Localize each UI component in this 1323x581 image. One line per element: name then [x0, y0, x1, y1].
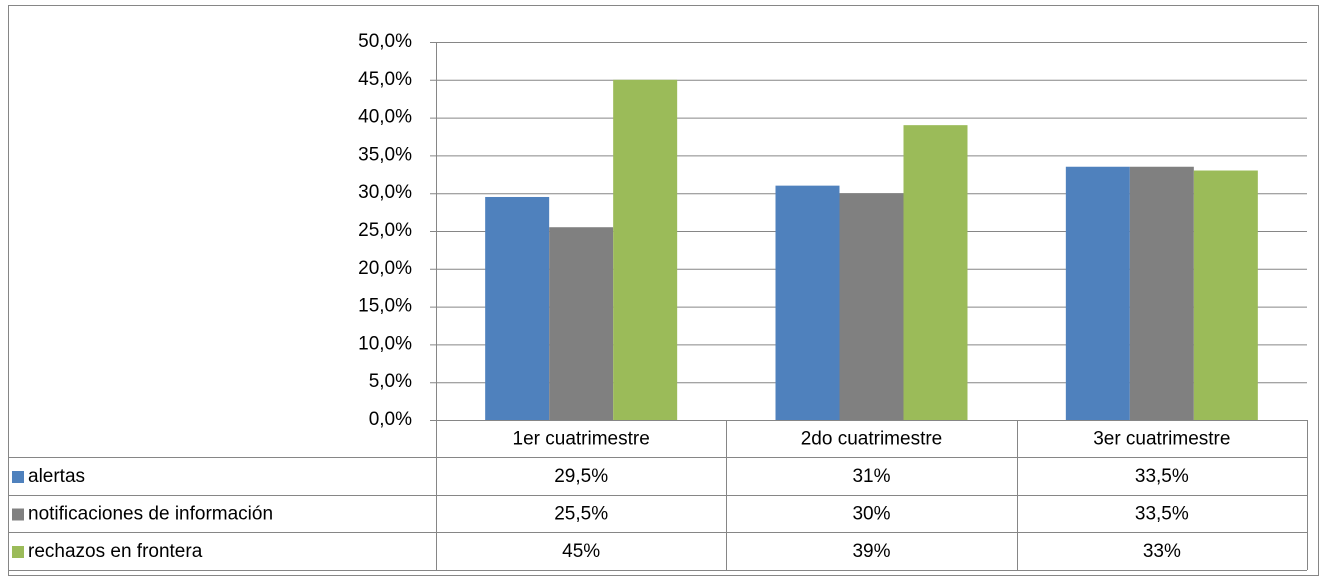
- y-tick-label: 40,0%: [358, 107, 412, 128]
- bar: [1193, 170, 1258, 420]
- bar: [1065, 166, 1130, 420]
- table-value: 45%: [562, 541, 600, 562]
- table-value: 33%: [1143, 541, 1181, 562]
- y-tick-label: 25,0%: [358, 220, 412, 241]
- bar: [839, 193, 904, 420]
- table-value: 33,5%: [1135, 504, 1189, 525]
- legend-swatch: [12, 546, 24, 558]
- x-tick-label: 1er cuatrimestre: [513, 429, 650, 450]
- bar: [549, 227, 614, 420]
- legend-label: notificaciones de información: [28, 504, 273, 525]
- y-tick-label: 5,0%: [369, 371, 412, 392]
- y-tick-label: 20,0%: [358, 258, 412, 279]
- y-tick-label: 35,0%: [358, 144, 412, 165]
- bar: [903, 125, 968, 420]
- table-value: 30%: [852, 504, 890, 525]
- y-tick-label: 50,0%: [358, 31, 412, 52]
- table-value: 39%: [852, 541, 890, 562]
- table-value: 29,5%: [554, 466, 608, 487]
- legend-swatch: [12, 508, 24, 521]
- y-tick-label: 30,0%: [358, 182, 412, 203]
- y-tick-label: 10,0%: [358, 333, 412, 354]
- legend-label: alertas: [28, 466, 85, 487]
- y-tick-label: 45,0%: [358, 69, 412, 90]
- table-value: 31%: [852, 466, 890, 487]
- y-tick-label: 15,0%: [358, 296, 412, 317]
- bar: [613, 79, 678, 421]
- bar: [775, 185, 840, 420]
- legend-label: rechazos en frontera: [28, 541, 203, 562]
- bar: [1129, 166, 1194, 420]
- y-tick-label: 0,0%: [369, 409, 412, 430]
- x-tick-label: 3er cuatrimestre: [1093, 429, 1230, 450]
- legend-swatch: [12, 471, 24, 483]
- table-value: 25,5%: [554, 504, 608, 525]
- table-value: 33,5%: [1135, 466, 1189, 487]
- bar: [485, 196, 550, 420]
- x-tick-label: 2do cuatrimestre: [801, 429, 943, 450]
